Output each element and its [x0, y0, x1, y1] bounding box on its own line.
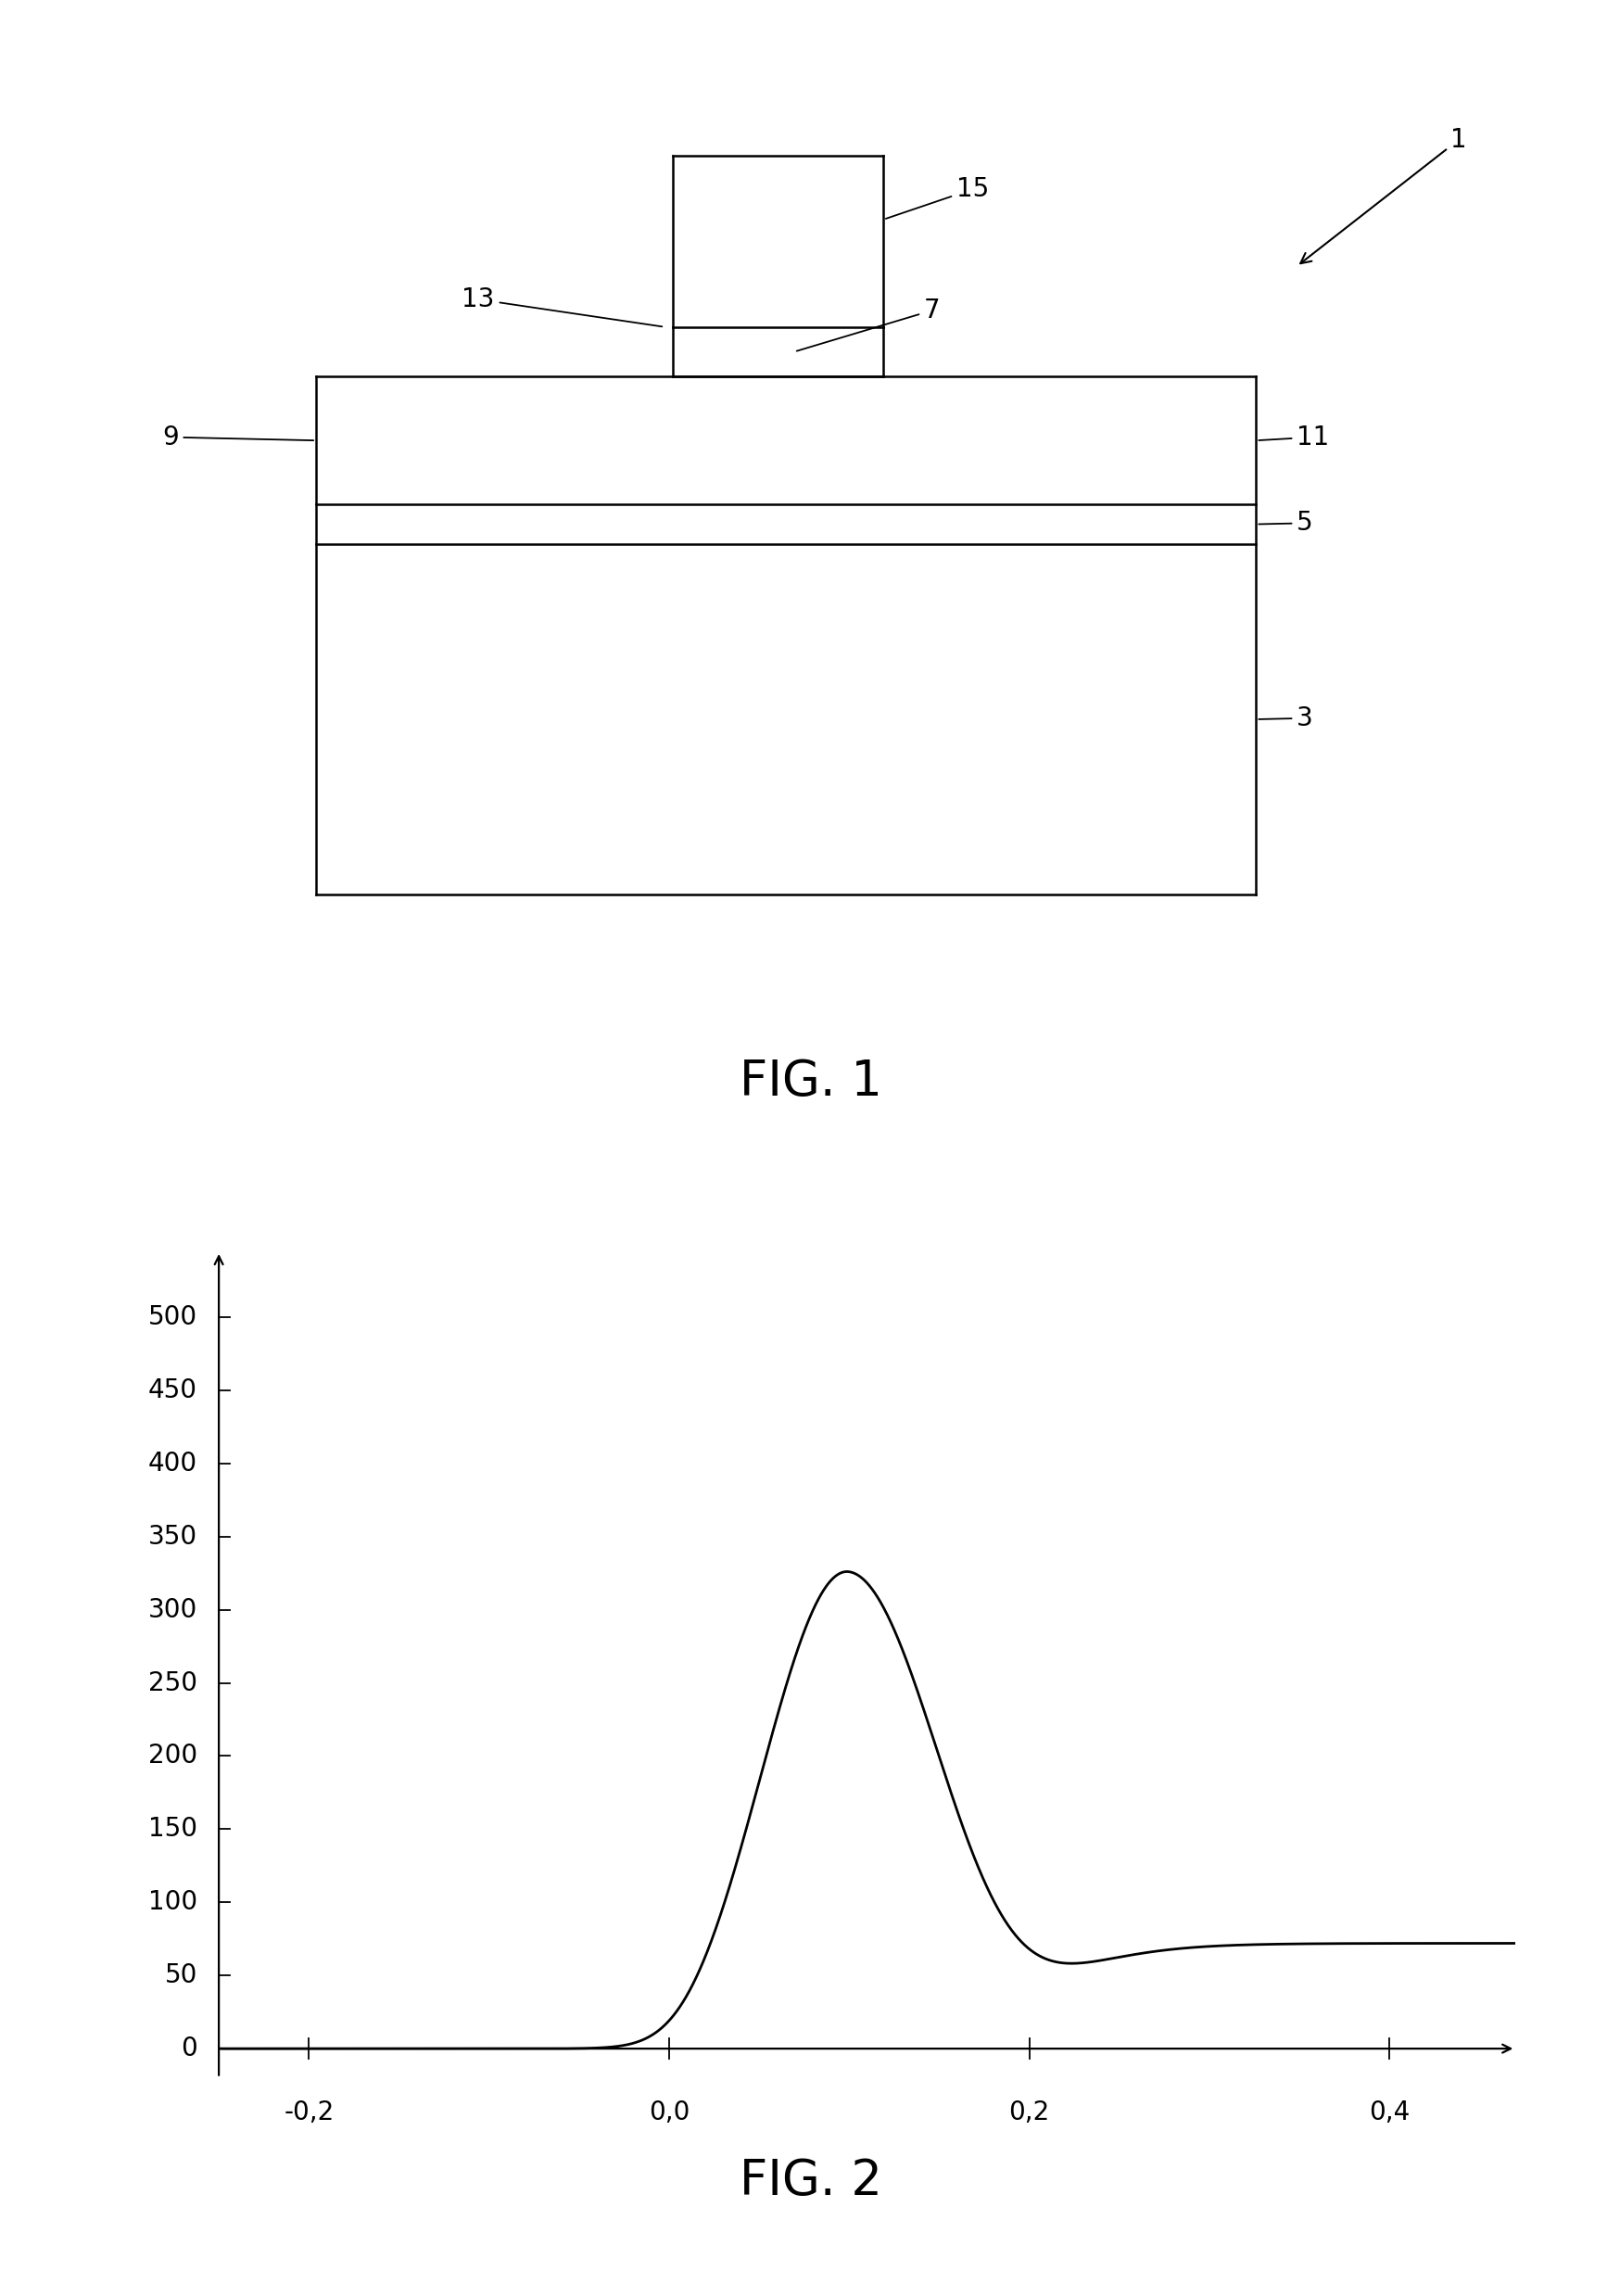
Text: 50: 50 [164, 1963, 198, 1988]
Text: 0,4: 0,4 [1369, 2101, 1409, 2126]
Text: 11: 11 [1259, 425, 1328, 450]
Text: 200: 200 [147, 1743, 198, 1768]
Text: 250: 250 [147, 1669, 198, 1697]
Text: 400: 400 [147, 1451, 198, 1476]
Text: 0,0: 0,0 [648, 2101, 688, 2126]
Text: 450: 450 [147, 1378, 198, 1403]
Text: 350: 350 [147, 1525, 198, 1550]
Text: 100: 100 [147, 1890, 198, 1915]
Text: -0,2: -0,2 [284, 2101, 334, 2126]
Text: 3: 3 [1259, 705, 1312, 730]
Text: 7: 7 [797, 298, 940, 351]
Text: 500: 500 [147, 1304, 198, 1329]
Text: 0: 0 [181, 2037, 198, 2062]
Text: 0,2: 0,2 [1008, 2101, 1050, 2126]
Text: 15: 15 [886, 177, 988, 218]
Text: 1: 1 [1299, 126, 1466, 264]
Text: 13: 13 [462, 287, 661, 326]
Text: 5: 5 [1259, 510, 1312, 535]
Text: FIG. 1: FIG. 1 [739, 1058, 881, 1107]
Text: FIG. 2: FIG. 2 [739, 2158, 881, 2204]
Text: 9: 9 [162, 425, 313, 450]
Text: 150: 150 [147, 1816, 198, 1841]
Text: 300: 300 [147, 1596, 198, 1623]
